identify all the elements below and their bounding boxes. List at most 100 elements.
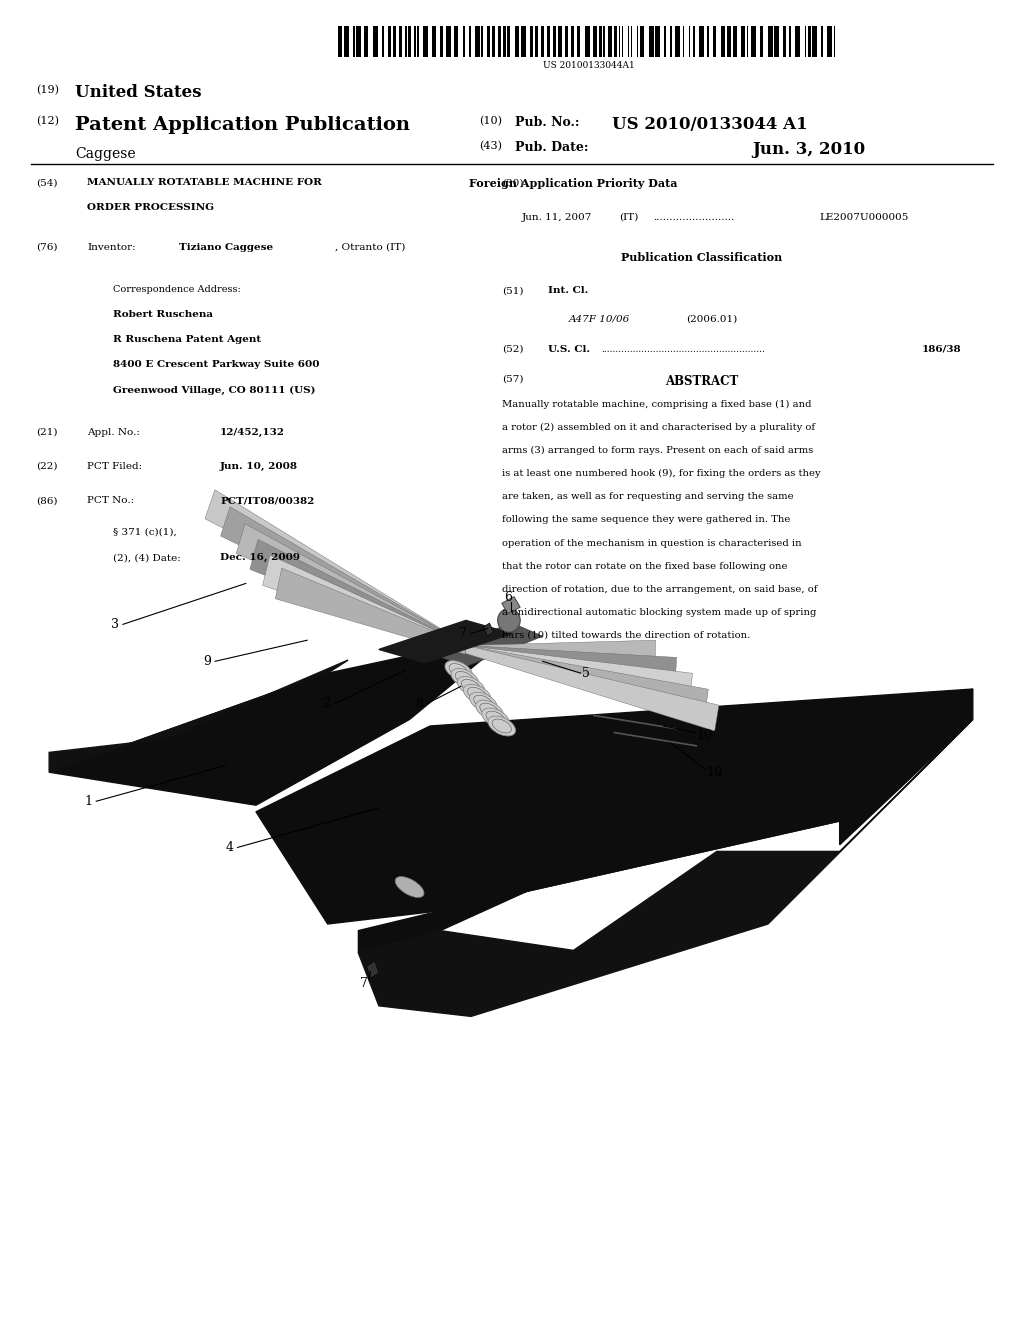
Bar bbox=[469, 26, 471, 57]
Text: (2), (4) Date:: (2), (4) Date: bbox=[113, 553, 180, 562]
Bar bbox=[409, 26, 411, 57]
Text: R Ruschena Patent Agent: R Ruschena Patent Agent bbox=[113, 335, 261, 345]
Text: (86): (86) bbox=[36, 496, 57, 506]
Text: 10: 10 bbox=[696, 729, 713, 742]
Text: PCT Filed:: PCT Filed: bbox=[87, 462, 142, 471]
Bar bbox=[530, 26, 534, 57]
Bar bbox=[393, 26, 396, 57]
Bar bbox=[693, 26, 695, 57]
Polygon shape bbox=[275, 568, 467, 653]
Bar bbox=[571, 26, 574, 57]
Polygon shape bbox=[237, 524, 467, 653]
Bar bbox=[628, 26, 629, 57]
Polygon shape bbox=[466, 645, 692, 700]
Bar bbox=[364, 26, 369, 57]
Bar bbox=[790, 26, 791, 57]
Text: (12): (12) bbox=[36, 116, 58, 127]
Text: PCT No.:: PCT No.: bbox=[87, 496, 134, 506]
Text: Dec. 16, 2009: Dec. 16, 2009 bbox=[220, 553, 300, 562]
Bar bbox=[699, 26, 703, 57]
Text: bars (10) tilted towards the direction of rotation.: bars (10) tilted towards the direction o… bbox=[502, 631, 750, 640]
Polygon shape bbox=[49, 634, 512, 805]
Text: following the same sequence they were gathered in. The: following the same sequence they were ga… bbox=[502, 516, 791, 524]
Polygon shape bbox=[483, 623, 494, 636]
Ellipse shape bbox=[470, 692, 497, 713]
Ellipse shape bbox=[482, 708, 509, 729]
Text: 8400 E Crescent Parkway Suite 600: 8400 E Crescent Parkway Suite 600 bbox=[113, 360, 319, 370]
Text: § 371 (c)(1),: § 371 (c)(1), bbox=[113, 528, 176, 537]
Text: , Otranto (IT): , Otranto (IT) bbox=[335, 243, 406, 252]
Bar bbox=[585, 26, 590, 57]
Ellipse shape bbox=[458, 676, 484, 697]
Bar bbox=[373, 26, 378, 57]
Bar bbox=[834, 26, 836, 57]
Ellipse shape bbox=[498, 609, 520, 632]
Text: Tiziano Caggese: Tiziano Caggese bbox=[179, 243, 273, 252]
Bar bbox=[475, 26, 480, 57]
Text: Patent Application Publication: Patent Application Publication bbox=[75, 116, 410, 135]
Bar bbox=[557, 26, 562, 57]
Bar bbox=[553, 26, 556, 57]
Bar bbox=[733, 26, 737, 57]
Text: operation of the mechanism in question is characterised in: operation of the mechanism in question i… bbox=[502, 539, 802, 548]
Text: that the rotor can rotate on the fixed base following one: that the rotor can rotate on the fixed b… bbox=[502, 562, 787, 570]
Bar bbox=[783, 26, 786, 57]
Bar bbox=[503, 26, 506, 57]
Text: Appl. No.:: Appl. No.: bbox=[87, 428, 140, 437]
Bar bbox=[547, 26, 550, 57]
Text: Foreign Application Priority Data: Foreign Application Priority Data bbox=[469, 178, 678, 189]
Text: (54): (54) bbox=[36, 178, 57, 187]
Polygon shape bbox=[430, 623, 543, 667]
Text: Robert Ruschena: Robert Ruschena bbox=[113, 310, 213, 319]
Bar bbox=[487, 26, 490, 57]
Bar bbox=[353, 26, 354, 57]
Text: Greenwood Village, CO 80111 (US): Greenwood Village, CO 80111 (US) bbox=[113, 385, 315, 395]
Text: 10: 10 bbox=[707, 766, 723, 779]
Bar bbox=[406, 26, 407, 57]
Polygon shape bbox=[256, 689, 973, 924]
Text: ORDER PROCESSING: ORDER PROCESSING bbox=[87, 203, 214, 213]
Bar bbox=[713, 26, 716, 57]
Bar bbox=[774, 26, 778, 57]
Text: Jun. 3, 2010: Jun. 3, 2010 bbox=[753, 141, 865, 158]
Text: .........................................................: ........................................… bbox=[601, 345, 765, 354]
Text: 7: 7 bbox=[360, 977, 369, 990]
Bar bbox=[707, 26, 709, 57]
Text: (51): (51) bbox=[502, 286, 523, 296]
Text: Pub. No.:: Pub. No.: bbox=[515, 116, 580, 129]
Polygon shape bbox=[220, 507, 467, 653]
Bar bbox=[805, 26, 806, 57]
Bar bbox=[796, 26, 800, 57]
Bar bbox=[746, 26, 749, 57]
Bar bbox=[761, 26, 764, 57]
Bar bbox=[578, 26, 581, 57]
Text: direction of rotation, due to the arrangement, on said base, of: direction of rotation, due to the arrang… bbox=[502, 585, 817, 594]
Text: PCT/IT08/00382: PCT/IT08/00382 bbox=[220, 496, 314, 506]
Text: United States: United States bbox=[75, 84, 202, 102]
Text: (22): (22) bbox=[36, 462, 57, 471]
Bar bbox=[608, 26, 612, 57]
Ellipse shape bbox=[452, 668, 478, 689]
Bar bbox=[683, 26, 684, 57]
Text: a unidirectional automatic blocking system made up of spring: a unidirectional automatic blocking syst… bbox=[502, 609, 816, 616]
Text: ABSTRACT: ABSTRACT bbox=[665, 375, 738, 388]
Bar bbox=[446, 26, 451, 57]
Text: 7: 7 bbox=[459, 627, 467, 640]
Polygon shape bbox=[367, 961, 379, 978]
Ellipse shape bbox=[476, 700, 503, 721]
Polygon shape bbox=[465, 645, 709, 715]
Bar bbox=[655, 26, 659, 57]
Text: (2006.01): (2006.01) bbox=[686, 314, 737, 323]
Bar bbox=[821, 26, 823, 57]
Text: are taken, as well as for requesting and serving the same: are taken, as well as for requesting and… bbox=[502, 492, 794, 502]
Bar bbox=[618, 26, 621, 57]
Polygon shape bbox=[466, 645, 677, 684]
Bar bbox=[417, 26, 419, 57]
Bar bbox=[721, 26, 725, 57]
Bar bbox=[541, 26, 544, 57]
Text: Jun. 11, 2007: Jun. 11, 2007 bbox=[522, 213, 593, 222]
Text: 4: 4 bbox=[225, 841, 233, 854]
Bar bbox=[640, 26, 644, 57]
Bar bbox=[454, 26, 459, 57]
Bar bbox=[440, 26, 443, 57]
